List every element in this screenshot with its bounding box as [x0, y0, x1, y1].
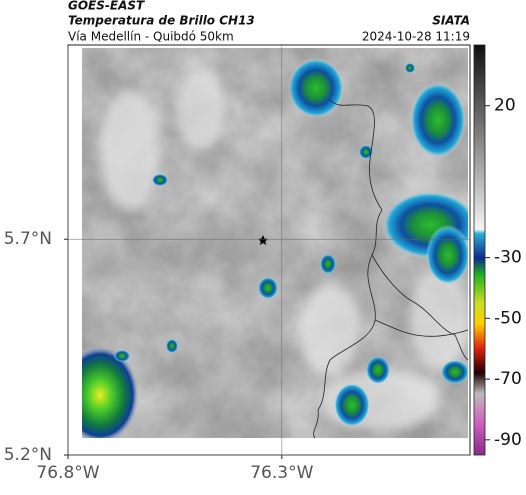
colorbar [473, 44, 486, 456]
y-tick-label: 5.2°N [4, 445, 52, 465]
borders [313, 99, 469, 439]
region: Vía Medellín - Quibdó 50km [68, 30, 234, 44]
y-tick-label: 5.7°N [4, 229, 52, 249]
location-star [258, 235, 268, 245]
timestamp: 2024-10-28 11:19 [362, 30, 470, 44]
source: SIATA [432, 14, 470, 28]
colorbar-tick-label: 20 [494, 96, 516, 116]
colorbar-tick-label: -50 [494, 308, 522, 328]
subtitle: Temperatura de Brillo CH13 [68, 14, 255, 28]
x-tick-label: 76.3°W [250, 463, 313, 483]
x-tick-label: 76.8°W [36, 463, 99, 483]
title: GOES-EAST [68, 0, 145, 13]
colorbar-tick-label: -90 [494, 430, 522, 450]
colorbar-tick-label: -30 [494, 248, 522, 268]
satellite-image [82, 48, 468, 438]
colorbar-tick-label: -70 [494, 369, 522, 389]
